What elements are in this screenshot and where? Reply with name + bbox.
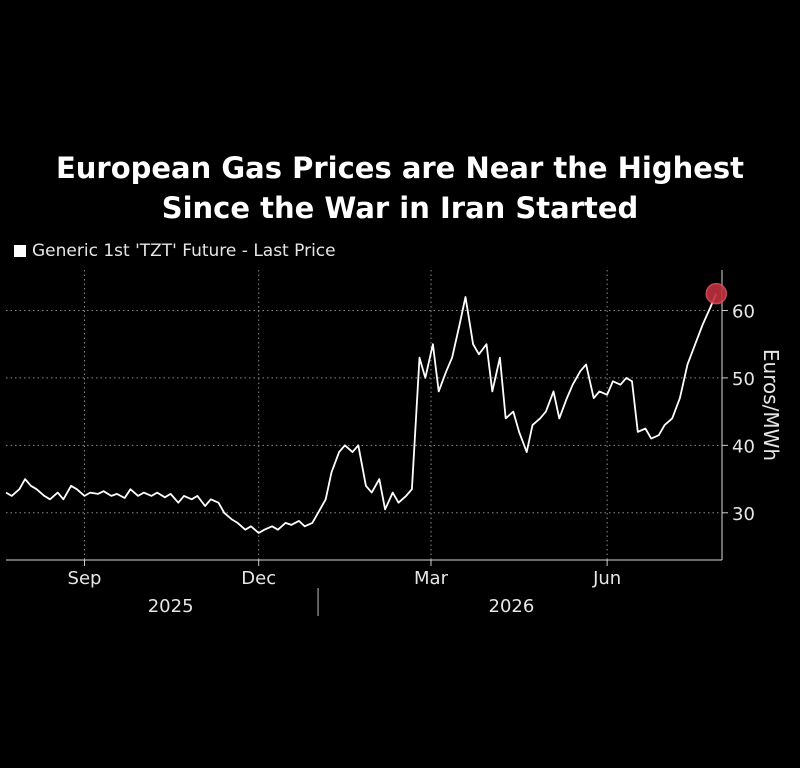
year-label-2025: 2025 <box>148 596 194 617</box>
legend-label: Generic 1st 'TZT' Future - Last Price <box>32 241 336 261</box>
x-tick-label-jun: Jun <box>592 568 621 589</box>
y-tick-label-50: 50 <box>732 369 755 390</box>
chart-title-line-2: Since the War in Iran Started <box>161 191 639 225</box>
y-tick-label-30: 30 <box>732 504 755 525</box>
year-label-2026: 2026 <box>489 596 535 617</box>
chart-title-line-1: European Gas Prices are Near the Highest <box>55 151 745 185</box>
y-tick-label-40: 40 <box>732 436 755 457</box>
chart-title: European Gas Prices are Near the Highest… <box>0 148 800 228</box>
x-tick-label-mar: Mar <box>414 568 449 589</box>
legend-swatch <box>14 245 26 257</box>
y-tick-label-60: 60 <box>732 301 755 322</box>
highlight-marker <box>705 282 728 305</box>
chart-legend: Generic 1st 'TZT' Future - Last Price <box>14 241 336 261</box>
y-axis-title: Euros/MWh <box>759 349 783 461</box>
x-tick-label-dec: Dec <box>241 568 276 589</box>
series-line-0 <box>5 293 718 534</box>
x-tick-label-sep: Sep <box>68 568 102 589</box>
